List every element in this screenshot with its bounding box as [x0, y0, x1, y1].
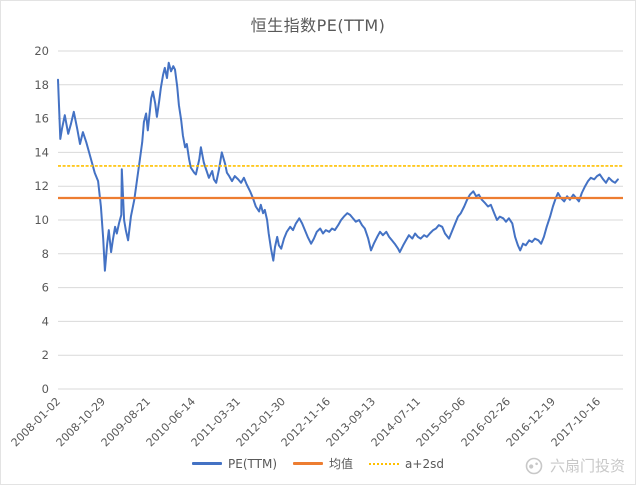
y-tick-label: 18: [34, 78, 49, 92]
y-tick-label: 20: [34, 44, 49, 58]
y-tick-label: 4: [42, 314, 49, 328]
legend-item-mean: 均值: [293, 455, 353, 472]
legend-label-band: a+2sd: [405, 456, 444, 471]
y-tick-label: 12: [34, 179, 49, 193]
y-tick-label: 10: [34, 213, 49, 227]
legend-item-band: a+2sd: [369, 457, 444, 471]
legend: PE(TTM) 均值 a+2sd: [1, 455, 635, 472]
y-tick-label: 6: [42, 281, 49, 295]
y-tick-label: 8: [42, 247, 49, 261]
watermark-text: 六扇门投资: [549, 457, 625, 475]
y-tick-label: 14: [34, 145, 49, 159]
band-line-sample-icon: [369, 462, 400, 465]
mean-line-sample-icon: [293, 462, 324, 465]
y-tick-label: 16: [34, 112, 49, 126]
y-tick-label: 0: [42, 382, 49, 396]
watermark-logo-icon: [525, 457, 543, 474]
y-tick-label: 2: [42, 348, 49, 362]
legend-label-mean: 均值: [329, 457, 354, 471]
legend-label-pe: PE(TTM): [228, 456, 278, 471]
pe-line: [57, 61, 619, 272]
watermark: 六扇门投资: [524, 455, 625, 476]
pe-line-sample-icon: [192, 462, 223, 465]
legend-item-pe: PE(TTM): [192, 457, 277, 471]
chart-title: 恒生指数PE(TTM): [250, 16, 386, 35]
